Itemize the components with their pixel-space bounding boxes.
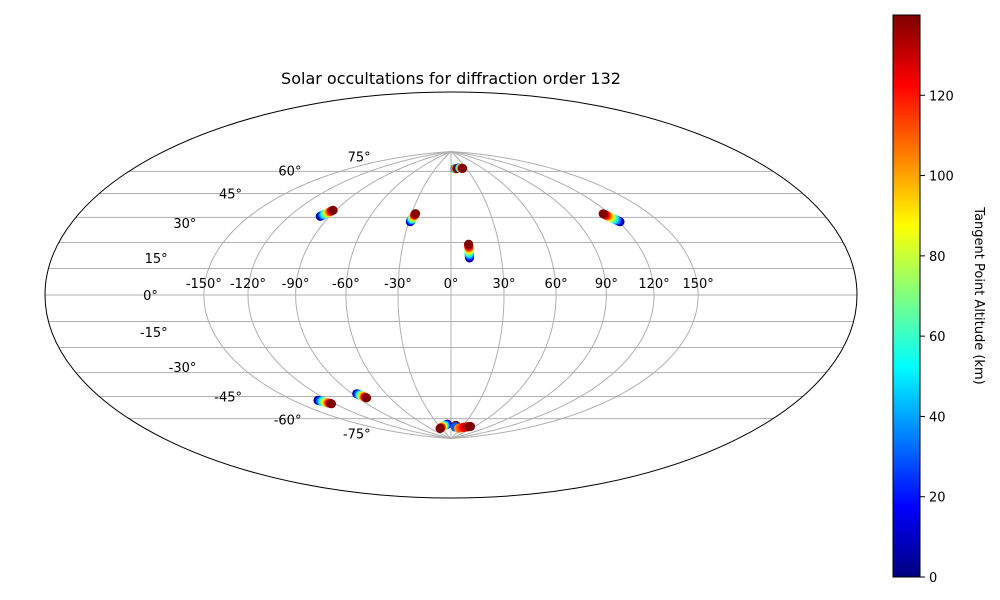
lat-tick-label: -15°: [140, 326, 168, 341]
data-point: [466, 421, 476, 431]
data-point: [411, 209, 421, 219]
data-points: [313, 163, 625, 434]
lat-tick-label: -60°: [274, 413, 302, 428]
colorbar-tick-label: 80: [929, 250, 946, 265]
lat-tick-label: 45°: [219, 188, 242, 203]
lon-tick-label: -90°: [282, 277, 310, 292]
lon-tick-label: -60°: [332, 277, 360, 292]
lon-tick-label: 90°: [595, 277, 618, 292]
lat-tick-labels: 75° 60° 45° 30° 15° 0° -15° -30° -45° -60° -75°: [140, 150, 371, 442]
colorbar-ticks: 0 20 40 60 80 100 120: [920, 89, 954, 586]
lon-tick-label: -120°: [230, 277, 266, 292]
data-point: [598, 209, 608, 219]
lon-tick-label: 150°: [682, 277, 713, 292]
data-point: [362, 393, 372, 403]
lon-tick-label: 30°: [492, 277, 515, 292]
colorbar-label: Tangent Point Altitude (km): [971, 206, 986, 384]
lon-tick-labels: -150° -120° -90° -60° -30° 0° 30° 60° 90° 120° 150…: [186, 277, 714, 292]
lat-tick-label: 75°: [348, 150, 371, 165]
map-boundary: [44, 91, 858, 499]
colorbar-tick-label: 60: [929, 330, 946, 345]
lat-tick-label: -30°: [169, 361, 197, 376]
colorbar-tick-label: 100: [929, 170, 954, 185]
lat-tick-label: 15°: [145, 252, 168, 267]
lat-tick-label: 30°: [173, 217, 196, 232]
lat-tick-label: -75°: [343, 428, 371, 443]
lon-tick-label: 60°: [545, 277, 568, 292]
grid: [45, 150, 857, 440]
data-point: [435, 424, 445, 434]
colorbar-tick-label: 120: [929, 89, 954, 104]
lat-tick-label: -45°: [214, 391, 242, 406]
lat-tick-label: 0°: [143, 289, 158, 304]
colorbar-tick-label: 0: [929, 571, 937, 586]
lon-tick-label: 0°: [444, 277, 459, 292]
lon-tick-label: -30°: [384, 277, 412, 292]
data-point: [464, 239, 474, 249]
lat-tick-label: 60°: [278, 165, 301, 180]
chart-title: Solar occultations for diffraction order…: [281, 69, 621, 88]
data-point: [328, 205, 338, 215]
colorbar-tick-label: 40: [929, 410, 946, 425]
colorbar-tick-label: 20: [929, 491, 946, 506]
lon-tick-label: 120°: [638, 277, 669, 292]
data-point: [327, 399, 337, 409]
data-point: [458, 163, 468, 173]
lon-tick-label: -150°: [186, 277, 222, 292]
colorbar: [892, 14, 921, 578]
